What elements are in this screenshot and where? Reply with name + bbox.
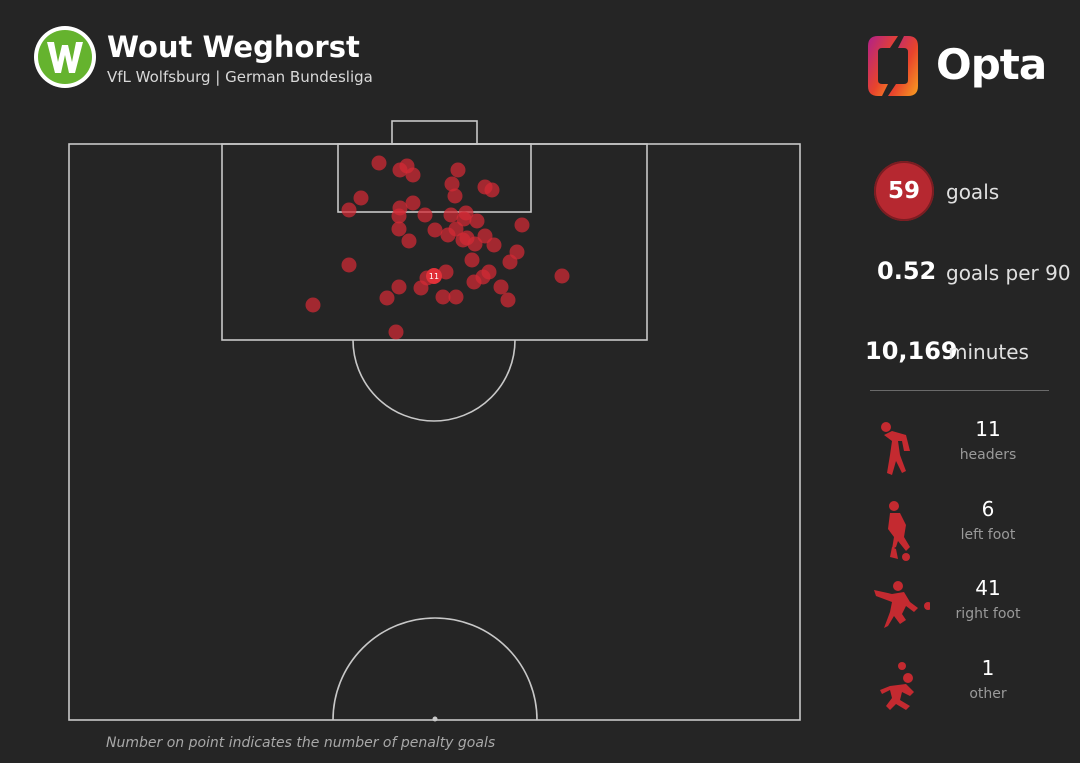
goal-point [413, 280, 429, 296]
other-count: 1 [981, 656, 995, 680]
goal-point [435, 289, 451, 305]
six-yard-box [337, 143, 532, 213]
goals-badge: 59 [874, 161, 934, 221]
penalty-goal-point [426, 268, 442, 284]
left-foot-label: left foot [960, 527, 1016, 543]
player-name: Wout Weghorst [107, 30, 360, 64]
goal-point [438, 264, 454, 280]
header-player-icon [881, 422, 910, 475]
minutes-value: 10,169 [865, 337, 958, 365]
goal-point [459, 230, 475, 246]
goals-per-90-value: 0.52 [877, 257, 937, 285]
goal-point [417, 207, 433, 223]
goal-point [486, 237, 502, 253]
goal-point [554, 268, 570, 284]
body-part-headers: 11 headers [870, 417, 1050, 493]
headers-count: 11 [975, 417, 1001, 441]
other-player-icon [880, 662, 914, 710]
right-foot-count: 41 [975, 576, 1001, 600]
goal-point [401, 233, 417, 249]
goal-point [353, 190, 369, 206]
goal-point [466, 274, 482, 290]
goal-point [444, 176, 460, 192]
opta-brand-text: Opta [936, 40, 1047, 89]
goal-point [448, 289, 464, 305]
shot-map-pitch: 11 [68, 120, 801, 722]
goal-frame [391, 120, 478, 145]
stats-divider [870, 390, 1049, 391]
other-label: other [969, 686, 1007, 702]
goal-points: 11 [305, 155, 570, 340]
goal-point [484, 182, 500, 198]
goal-point [391, 279, 407, 295]
goal-point [341, 257, 357, 273]
goal-point [514, 217, 530, 233]
vfl-wolfsburg-logo [34, 26, 96, 88]
body-part-other: 1 other [870, 656, 1050, 732]
goal-point [341, 202, 357, 218]
goal-point [405, 167, 421, 183]
goal-point [388, 324, 404, 340]
penalty-goal-label: 11 [429, 272, 439, 281]
goal-point [447, 188, 463, 204]
left-foot-player-icon [888, 501, 910, 561]
opta-logo-icon [868, 36, 918, 96]
goals-per-90-label: goals per 90 [946, 261, 1071, 285]
goal-point [502, 254, 518, 270]
body-part-left-foot: 6 left foot [870, 497, 1050, 573]
goal-point [493, 279, 509, 295]
goal-point [456, 211, 472, 227]
headers-label: headers [959, 447, 1017, 463]
goal-point [443, 207, 459, 223]
goal-point [379, 290, 395, 306]
penalty-arc [352, 339, 516, 422]
goal-point [305, 297, 321, 313]
left-foot-count: 6 [981, 497, 995, 521]
goal-point [371, 155, 387, 171]
centre-circle-half [332, 617, 538, 721]
minutes-label: minutes [948, 340, 1029, 364]
goal-point [391, 221, 407, 237]
goal-point [464, 252, 480, 268]
goal-point [448, 221, 464, 237]
goal-point [469, 213, 485, 229]
centre-spot [432, 716, 438, 722]
goal-point [500, 292, 516, 308]
goal-point [392, 162, 408, 178]
goals-label: goals [946, 180, 1000, 204]
goal-point [427, 222, 443, 238]
right-foot-label: right foot [955, 606, 1021, 622]
player-subtitle: VfL Wolfsburg | German Bundesliga [107, 68, 373, 86]
right-foot-player-icon [874, 581, 930, 628]
goal-point [450, 162, 466, 178]
penalty-area [221, 143, 648, 341]
goal-point [405, 195, 421, 211]
goal-point [391, 208, 407, 224]
body-part-right-foot: 41 right foot [870, 576, 1050, 652]
footnote: Number on point indicates the number of … [106, 735, 496, 751]
